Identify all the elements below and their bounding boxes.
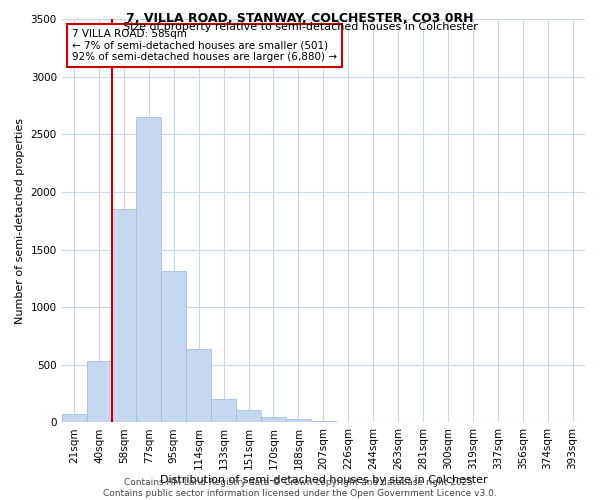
Bar xyxy=(211,399,236,422)
Bar xyxy=(161,272,186,422)
Text: 7 VILLA ROAD: 58sqm
← 7% of semi-detached houses are smaller (501)
92% of semi-d: 7 VILLA ROAD: 58sqm ← 7% of semi-detache… xyxy=(72,29,337,62)
Bar xyxy=(86,362,112,422)
Bar xyxy=(62,414,86,422)
Bar xyxy=(136,117,161,422)
Text: Size of property relative to semi-detached houses in Colchester: Size of property relative to semi-detach… xyxy=(122,22,478,32)
Bar xyxy=(186,348,211,422)
Text: 7, VILLA ROAD, STANWAY, COLCHESTER, CO3 0RH: 7, VILLA ROAD, STANWAY, COLCHESTER, CO3 … xyxy=(126,12,474,26)
Bar xyxy=(112,209,136,422)
Bar xyxy=(286,419,311,422)
Text: Contains HM Land Registry data © Crown copyright and database right 2025.
Contai: Contains HM Land Registry data © Crown c… xyxy=(103,478,497,498)
Bar xyxy=(236,410,261,422)
Bar xyxy=(261,416,286,422)
Y-axis label: Number of semi-detached properties: Number of semi-detached properties xyxy=(15,118,25,324)
X-axis label: Distribution of semi-detached houses by size in Colchester: Distribution of semi-detached houses by … xyxy=(160,475,487,485)
